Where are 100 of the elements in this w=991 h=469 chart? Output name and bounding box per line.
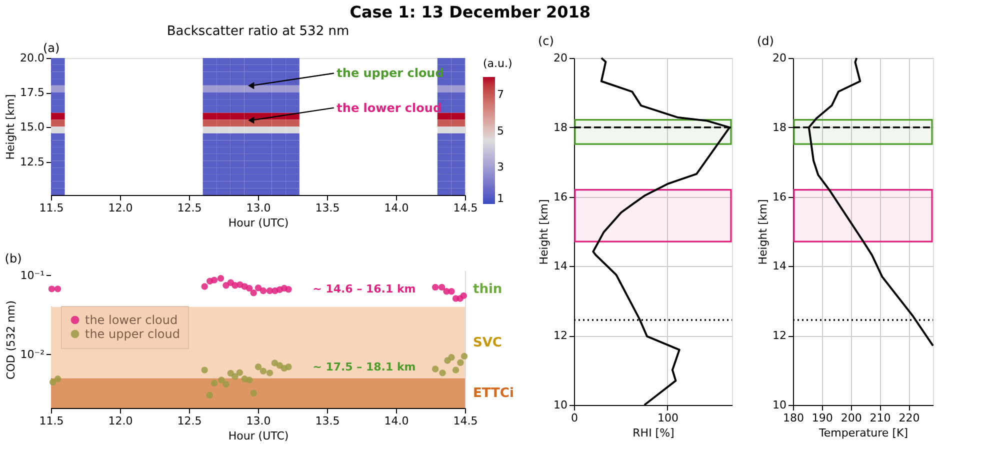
point	[254, 364, 262, 370]
chart-subtitle: Backscatter ratio at 532 nm	[166, 24, 350, 39]
y-tick-label: 16	[772, 190, 786, 204]
chart-title: Case 1: 13 December 2018	[350, 2, 591, 22]
point	[432, 284, 439, 291]
y-tick-label: 16	[554, 190, 568, 204]
legend-label: the upper cloud	[85, 327, 180, 341]
point	[432, 366, 439, 372]
x-tick-label: 12.5	[177, 414, 202, 428]
y-axis-title: Height [km]	[756, 199, 770, 265]
text: (c)	[538, 34, 554, 48]
y-tick-label: 14	[772, 260, 786, 273]
text: (d)	[757, 34, 774, 48]
point	[54, 286, 62, 292]
y-tick-label: 20	[772, 52, 786, 64]
point	[285, 286, 292, 293]
x-tick-label: 0	[571, 412, 578, 424]
point	[49, 378, 56, 386]
x-tick-label: 100	[657, 412, 678, 424]
point	[201, 366, 208, 374]
point	[439, 370, 446, 376]
x-tick-label: 14.0	[384, 202, 409, 214]
point	[210, 380, 218, 386]
y-tick-label: 10⁻¹	[20, 268, 44, 282]
x-axis-title: Hour (UTC)	[228, 216, 289, 230]
x-tick-label: 13.0	[246, 414, 271, 428]
band-label: ETTCi	[473, 386, 514, 402]
x-tick-label: 13.5	[315, 414, 340, 428]
point	[460, 292, 467, 300]
point	[260, 287, 267, 294]
x-tick-label: 13.0	[246, 202, 271, 214]
legend-label: the lower cloud	[85, 313, 178, 327]
point	[266, 370, 274, 376]
point	[232, 373, 238, 380]
text: (a)	[43, 41, 60, 55]
x-axis-title: RHI [%]	[632, 426, 674, 440]
y-tick-label: 18	[772, 120, 786, 134]
x-tick-label: 13.5	[315, 202, 340, 214]
y-tick-label: 10	[772, 398, 786, 412]
point	[236, 369, 243, 376]
point	[218, 376, 225, 384]
y-axis-title: COD (532 nm)	[4, 300, 18, 380]
point	[452, 366, 460, 374]
point	[260, 368, 267, 374]
point	[457, 359, 464, 366]
color-bar-label: 3	[497, 160, 504, 174]
x-tick-label: 14.0	[384, 414, 409, 428]
y-tick-label: 12	[554, 329, 568, 342]
x-tick-label: 14.5	[453, 414, 478, 428]
band-label: thin	[473, 282, 502, 297]
color-bar-title: (a.u.)	[483, 57, 512, 70]
point	[222, 380, 230, 388]
x-axis-title: Hour (UTC)	[228, 430, 289, 442]
point	[250, 390, 257, 396]
y-tick-label: 15.0	[20, 120, 44, 134]
y-tick-label: 12	[772, 329, 786, 342]
x-tick-label: 190	[812, 412, 833, 424]
point	[271, 360, 278, 366]
x-axis-title: Temperature [K]	[818, 426, 908, 440]
x-tick-label: 200	[840, 412, 862, 424]
y-tick-label: 12.5	[20, 155, 44, 168]
y-tick-label: 10⁻²	[20, 348, 44, 361]
color-bar-label: 5	[497, 124, 504, 138]
y-axis-title: Height [km]	[4, 94, 18, 160]
x-tick-label: 12.0	[108, 202, 133, 214]
x-tick-label: 210	[870, 412, 891, 424]
point	[250, 289, 257, 296]
x-tick-label: 12.5	[177, 202, 202, 214]
y-tick-label: 10	[554, 398, 568, 412]
y-tick-label: 20	[554, 52, 568, 64]
color-bar-label: 7	[497, 88, 504, 102]
point	[210, 276, 218, 284]
x-tick-label: 11.5	[39, 414, 64, 428]
point	[201, 283, 208, 290]
point	[285, 364, 292, 370]
point	[438, 284, 446, 291]
x-tick-label: 12.0	[108, 414, 133, 428]
point	[448, 288, 455, 295]
point	[448, 354, 455, 361]
y-tick-label: 18	[554, 120, 568, 134]
x-tick-label: 220	[898, 412, 920, 424]
y-axis-title: Height [km]	[538, 199, 551, 265]
y-tick-label: 14	[554, 260, 568, 273]
text: (b)	[4, 251, 22, 266]
point	[246, 376, 253, 384]
x-tick-label: 14.5	[453, 202, 478, 214]
x-tick-label: 11.5	[39, 202, 64, 214]
point	[48, 286, 56, 292]
point	[54, 376, 62, 382]
point	[254, 284, 262, 292]
point	[206, 392, 213, 399]
y-tick-label: 20.0	[20, 52, 44, 64]
point	[217, 275, 224, 282]
point	[246, 284, 253, 292]
annotation: ~ 14.6 – 16.1 km	[312, 282, 416, 296]
x-tick-label: 180	[783, 412, 804, 424]
band-label: SVC	[473, 336, 502, 351]
annotation: ~ 17.5 – 18.1 km	[312, 360, 416, 374]
y-tick-label: 17.5	[20, 86, 44, 100]
point	[460, 352, 468, 360]
